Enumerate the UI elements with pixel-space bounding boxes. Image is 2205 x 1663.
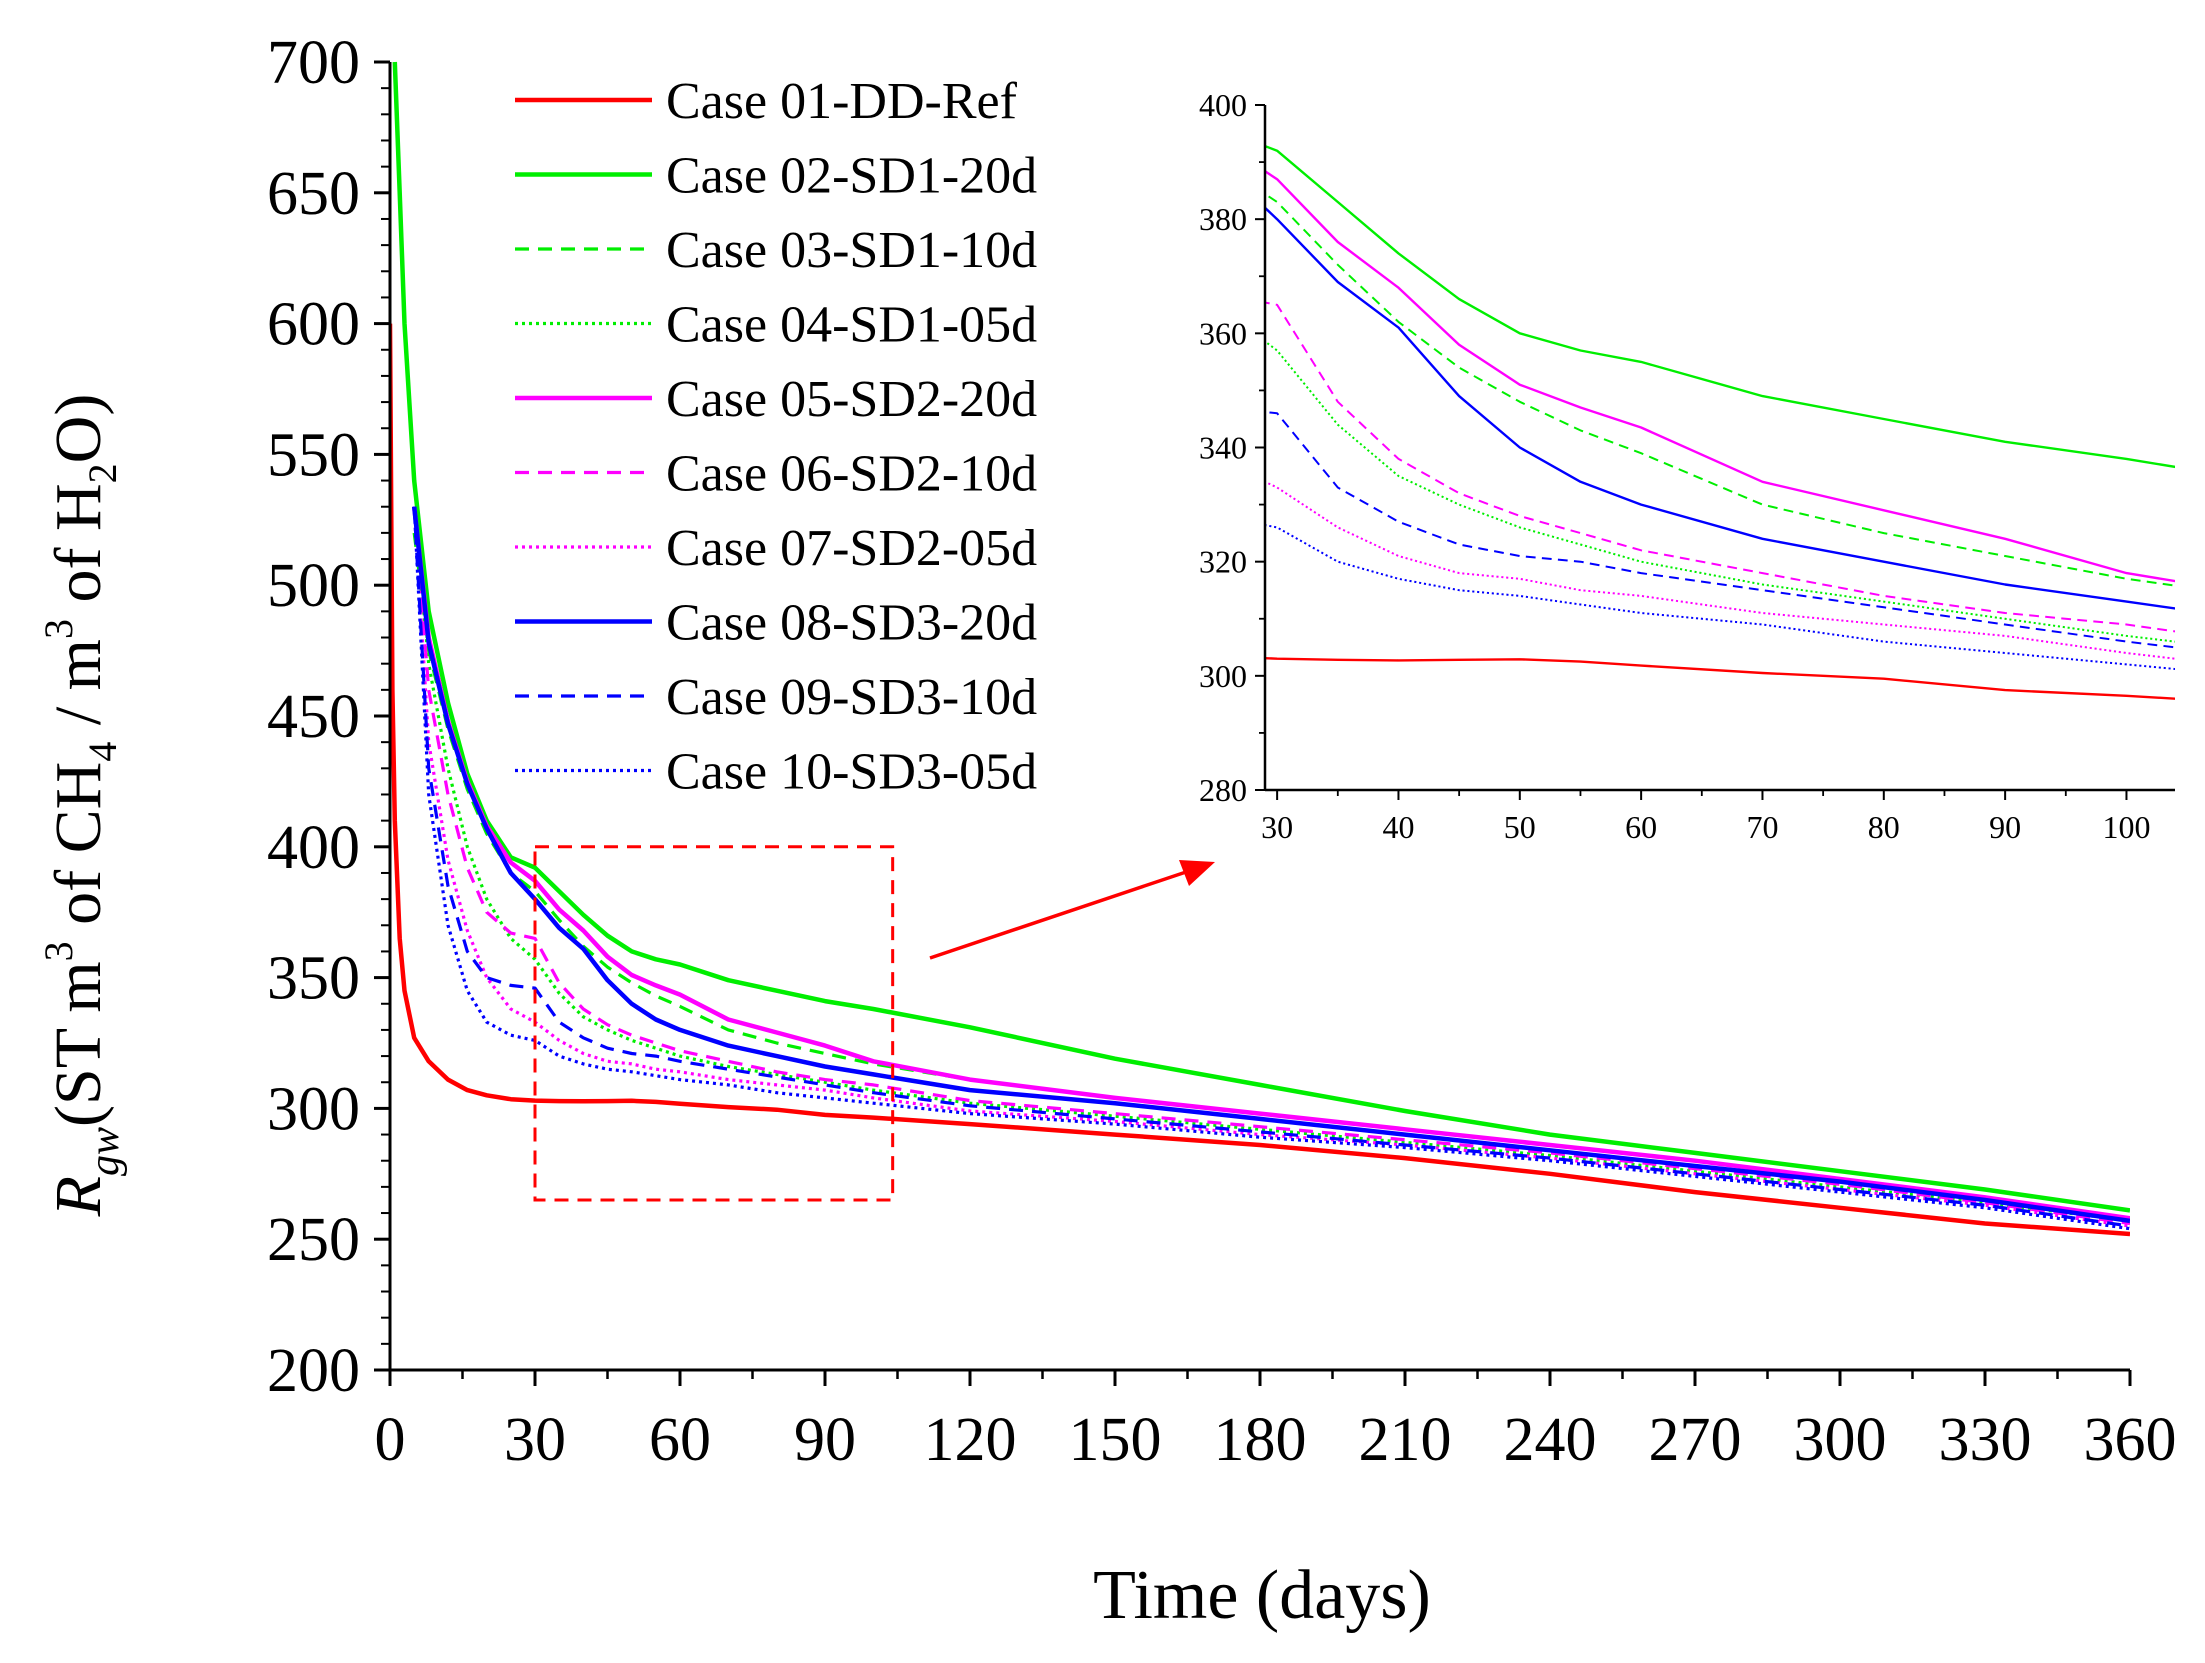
zoom-arrow-head	[1179, 860, 1215, 886]
series-line-case-07-sd2-05d	[412, 506, 2130, 1228]
main-axes: 0 30 60 90 120 150 180 210 240 270 300 330 360 200 250…	[267, 29, 2177, 1474]
series-line-case-04-sd1-05d	[412, 506, 2130, 1223]
main-y-tick-label: 500	[267, 552, 360, 620]
main-x-tick-label: 270	[1649, 1406, 1742, 1474]
inset-series-line-case-05-sd2-20d	[1265, 169, 2175, 583]
main-y-tick-label: 550	[267, 421, 360, 489]
legend-label: Case 04-SD1-05d	[666, 297, 1037, 354]
main-y-tick-label: 600	[267, 291, 360, 359]
main-x-tick-label: 240	[1504, 1406, 1597, 1474]
legend-item-case-04-sd1-05d: Case 04-SD1-05d	[515, 297, 1037, 354]
legend-item-case-07-sd2-05d: Case 07-SD2-05d	[515, 520, 1037, 577]
inset-series-line-case-07-sd2-05d	[1265, 480, 2175, 660]
main-x-tick-label: 360	[2084, 1406, 2177, 1474]
main-x-tick-label: 330	[1939, 1406, 2032, 1474]
inset-series-line-case-09-sd3-10d	[1265, 411, 2175, 649]
main-series-group	[390, 61, 2130, 1237]
legend-item-case-09-sd3-10d: Case 09-SD3-10d	[515, 669, 1037, 726]
main-y-tick-label: 400	[267, 814, 360, 882]
legend-label: Case 06-SD2-10d	[666, 446, 1037, 503]
inset-y-tick-label: 280	[1199, 772, 1247, 808]
series-line-case-06-sd2-10d	[412, 506, 2130, 1226]
legend-label: Case 10-SD3-05d	[666, 744, 1037, 801]
legend-label: Case 08-SD3-20d	[666, 595, 1037, 652]
inset-plot: 30 40 50 60 70 80 90 100 280 300 320 340 360 380 400	[1199, 87, 2175, 845]
inset-series-line-case-06-sd2-10d	[1265, 301, 2175, 633]
legend-item-case-02-sd1-20d: Case 02-SD1-20d	[515, 148, 1037, 205]
main-y-tick-label: 700	[267, 29, 360, 97]
inset-x-tick-label: 30	[1261, 809, 1293, 845]
inset-series-line-case-04-sd1-05d	[1265, 340, 2175, 643]
legend-label: Case 03-SD1-10d	[666, 222, 1037, 279]
legend-label: Case 01-DD-Ref	[666, 73, 1018, 130]
series-line-case-02-sd1-20d	[392, 61, 2130, 1213]
inset-y-tick-label: 300	[1199, 658, 1247, 694]
main-x-tick-label: 30	[504, 1406, 566, 1474]
legend-label: Case 02-SD1-20d	[666, 148, 1037, 205]
inset-series-line-case-10-sd3-05d	[1265, 524, 2175, 670]
main-y-tick-label: 650	[267, 160, 360, 228]
legend-item-case-06-sd2-10d: Case 06-SD2-10d	[515, 446, 1037, 503]
main-y-tick-label: 200	[267, 1337, 360, 1405]
legend-item-case-01-dd-ref: Case 01-DD-Ref	[515, 73, 1018, 130]
legend-item-case-03-sd1-10d: Case 03-SD1-10d	[515, 222, 1037, 279]
inset-x-tick-label: 90	[1989, 809, 2021, 845]
series-line-case-08-sd3-20d	[411, 506, 2130, 1224]
inset-y-tick-label: 380	[1199, 201, 1247, 237]
main-x-tick-label: 0	[375, 1406, 406, 1474]
inset-x-tick-label: 70	[1746, 809, 1778, 845]
main-y-tick-label: 350	[267, 945, 360, 1013]
inset-x-tick-label: 60	[1625, 809, 1657, 845]
inset-y-tick-label: 360	[1199, 315, 1247, 351]
legend-item-case-10-sd3-05d: Case 10-SD3-05d	[515, 744, 1037, 801]
inset-y-tick-label: 400	[1199, 87, 1247, 123]
legend-label: Case 09-SD3-10d	[666, 669, 1037, 726]
inset-x-tick-label: 40	[1382, 809, 1414, 845]
main-x-tick-label: 300	[1794, 1406, 1887, 1474]
main-y-tick-label: 450	[267, 683, 360, 751]
main-y-tick-label: 250	[267, 1206, 360, 1274]
inset-series-line-case-02-sd1-20d	[1265, 144, 2175, 469]
inset-y-tick-label: 320	[1199, 544, 1247, 580]
legend-item-case-05-sd2-20d: Case 05-SD2-20d	[515, 371, 1037, 428]
inset-series-line-case-03-sd1-10d	[1265, 192, 2175, 587]
inset-x-tick-label: 50	[1504, 809, 1536, 845]
main-x-tick-label: 60	[649, 1406, 711, 1474]
zoom-box	[533, 845, 895, 1202]
inset-x-tick-label: 100	[2102, 809, 2150, 845]
legend: Case 01-DD-Ref Case 02-SD1-20d Case 03-SD1…	[515, 73, 1037, 801]
inset-y-tick-label: 340	[1199, 430, 1247, 466]
main-x-tick-label: 90	[794, 1406, 856, 1474]
inset-series-line-case-01-dd-ref	[1265, 656, 2175, 700]
legend-label: Case 07-SD2-05d	[666, 520, 1037, 577]
series-line-case-09-sd3-10d	[412, 506, 2130, 1228]
legend-item-case-08-sd3-20d: Case 08-SD3-20d	[515, 595, 1037, 652]
x-axis-label: Time (days)	[1093, 1557, 1431, 1634]
y-axis-label: Rgw(ST m3 of CH4 / m3 of H2O)	[36, 394, 128, 1218]
zoom-arrow-line	[929, 867, 1196, 960]
main-x-tick-label: 150	[1069, 1406, 1162, 1474]
main-x-tick-label: 210	[1359, 1406, 1452, 1474]
series-line-case-01-dd-ref	[390, 323, 2130, 1237]
main-y-tick-label: 300	[267, 1075, 360, 1143]
legend-label: Case 05-SD2-20d	[666, 371, 1037, 428]
zoom-indicator	[533, 845, 1215, 1202]
main-x-tick-label: 180	[1214, 1406, 1307, 1474]
inset-x-tick-label: 80	[1868, 809, 1900, 845]
main-x-tick-label: 120	[924, 1406, 1017, 1474]
inset-series-line-case-08-sd3-20d	[1265, 206, 2175, 610]
